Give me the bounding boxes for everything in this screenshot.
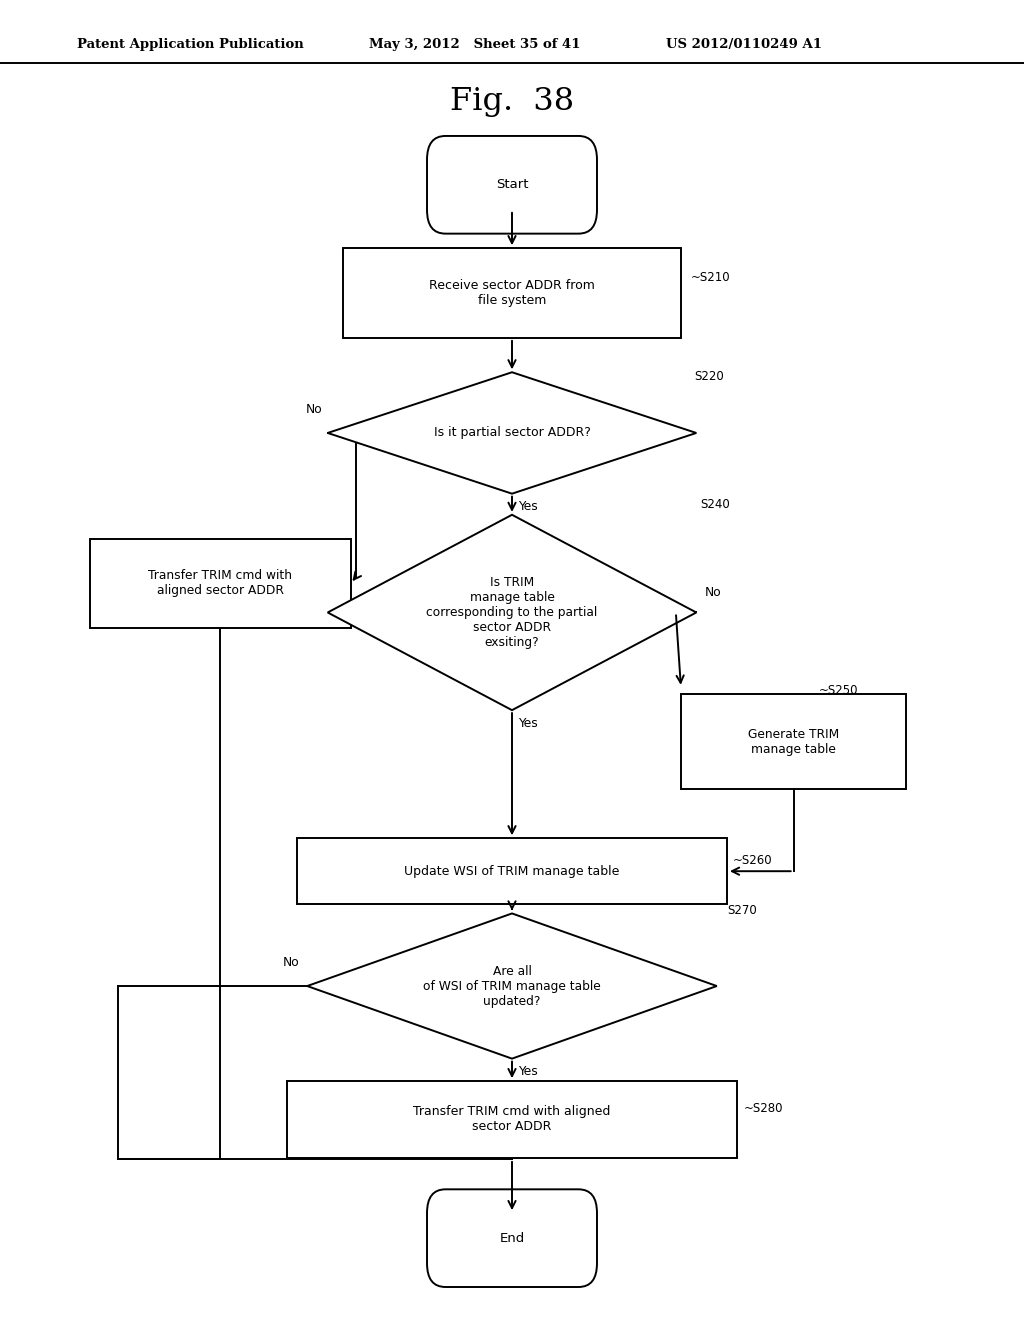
FancyBboxPatch shape [343, 248, 681, 338]
Text: Update WSI of TRIM manage table: Update WSI of TRIM manage table [404, 865, 620, 878]
FancyBboxPatch shape [427, 1189, 597, 1287]
Text: Yes: Yes [518, 717, 538, 730]
Text: Are all
of WSI of TRIM manage table
updated?: Are all of WSI of TRIM manage table upda… [423, 965, 601, 1007]
Text: Transfer TRIM cmd with aligned
sector ADDR: Transfer TRIM cmd with aligned sector AD… [414, 1105, 610, 1134]
Text: ~S260: ~S260 [733, 854, 773, 867]
Text: S240: S240 [700, 498, 730, 511]
Text: No: No [705, 586, 721, 599]
Text: Yes: Yes [518, 500, 538, 513]
FancyBboxPatch shape [681, 694, 906, 789]
Text: Transfer TRIM cmd with
aligned sector ADDR: Transfer TRIM cmd with aligned sector AD… [148, 569, 292, 598]
Text: S270: S270 [727, 904, 757, 917]
FancyBboxPatch shape [90, 539, 350, 628]
Text: No: No [283, 956, 299, 969]
Polygon shape [328, 372, 696, 494]
FancyBboxPatch shape [297, 838, 727, 904]
FancyBboxPatch shape [427, 136, 597, 234]
Text: Generate TRIM
manage table: Generate TRIM manage table [748, 727, 840, 756]
FancyBboxPatch shape [287, 1081, 737, 1158]
Text: May 3, 2012   Sheet 35 of 41: May 3, 2012 Sheet 35 of 41 [369, 38, 581, 51]
Text: Yes: Yes [518, 1065, 538, 1078]
Text: ~S210: ~S210 [691, 271, 731, 284]
Text: US 2012/0110249 A1: US 2012/0110249 A1 [666, 38, 821, 51]
Text: Patent Application Publication: Patent Application Publication [77, 38, 303, 51]
Text: ~S250: ~S250 [819, 684, 859, 697]
Text: Fig.  38: Fig. 38 [450, 86, 574, 116]
Text: Receive sector ADDR from
file system: Receive sector ADDR from file system [429, 279, 595, 308]
Text: Start: Start [496, 178, 528, 191]
Text: Is TRIM
manage table
corresponding to the partial
sector ADDR
exsiting?: Is TRIM manage table corresponding to th… [426, 576, 598, 649]
Text: ~S230: ~S230 [353, 607, 393, 620]
Text: S220: S220 [694, 370, 724, 383]
Text: ~S280: ~S280 [743, 1102, 783, 1115]
Text: Is it partial sector ADDR?: Is it partial sector ADDR? [433, 426, 591, 440]
Polygon shape [328, 515, 696, 710]
Text: End: End [500, 1232, 524, 1245]
Text: No: No [306, 403, 323, 416]
Polygon shape [307, 913, 717, 1059]
